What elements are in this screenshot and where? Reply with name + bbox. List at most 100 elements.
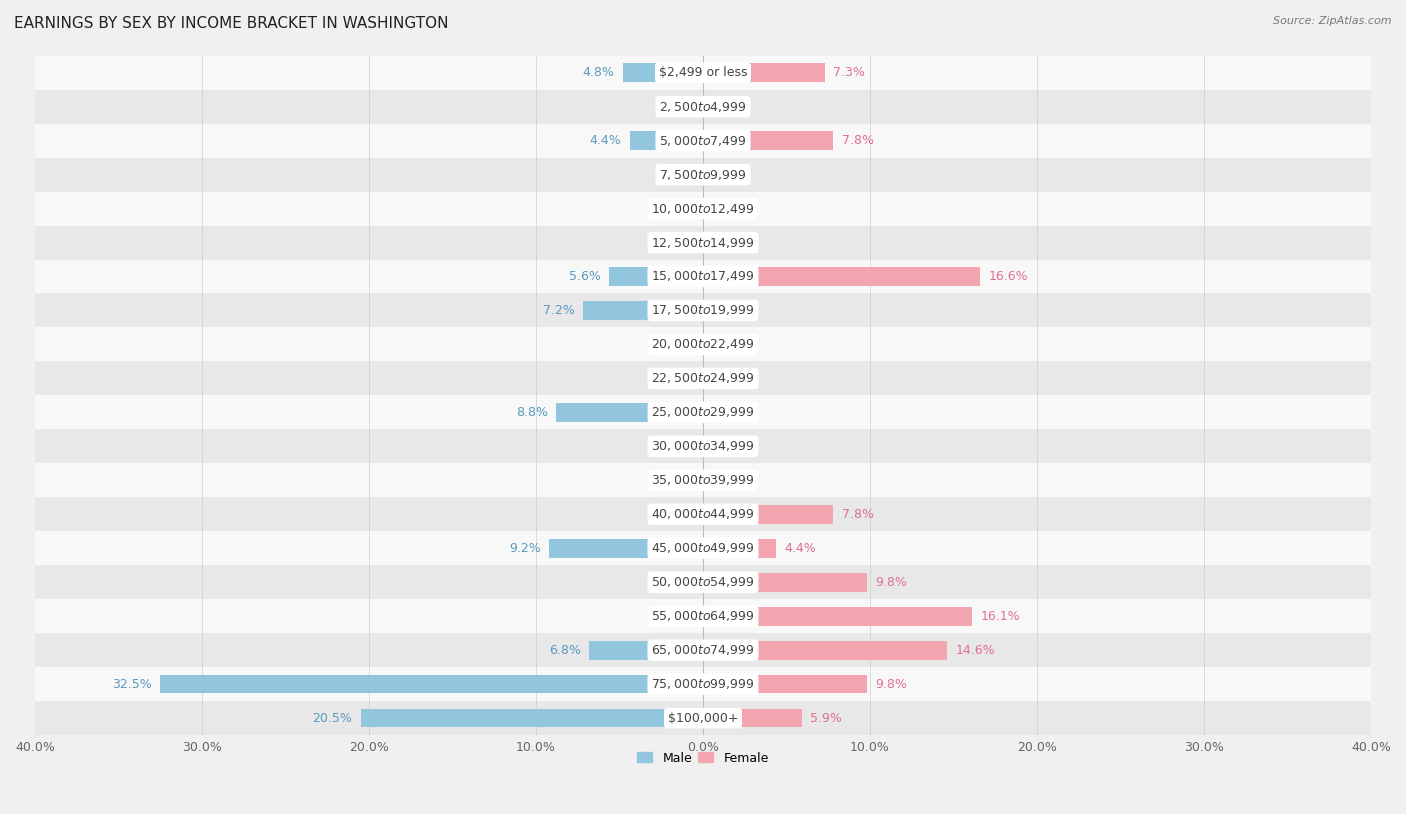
Text: $40,000 to $44,999: $40,000 to $44,999 [651, 507, 755, 521]
Text: 9.8%: 9.8% [875, 575, 907, 589]
Text: 7.8%: 7.8% [842, 508, 873, 521]
Text: 0.0%: 0.0% [711, 236, 744, 249]
Bar [35, 396, 1371, 429]
Text: 0.0%: 0.0% [662, 236, 695, 249]
Text: 0.0%: 0.0% [662, 440, 695, 453]
Text: 7.2%: 7.2% [543, 304, 575, 317]
Bar [35, 225, 1371, 260]
Bar [550, 539, 703, 558]
Text: 0.0%: 0.0% [711, 440, 744, 453]
Bar [703, 641, 946, 659]
Text: 0.0%: 0.0% [662, 168, 695, 181]
Text: $7,500 to $9,999: $7,500 to $9,999 [659, 168, 747, 182]
Text: $35,000 to $39,999: $35,000 to $39,999 [651, 473, 755, 488]
Text: $15,000 to $17,499: $15,000 to $17,499 [651, 269, 755, 283]
Bar [35, 361, 1371, 396]
Text: $17,500 to $19,999: $17,500 to $19,999 [651, 304, 755, 317]
Bar [35, 191, 1371, 225]
Bar [703, 573, 866, 592]
Text: $25,000 to $29,999: $25,000 to $29,999 [651, 405, 755, 419]
Bar [582, 301, 703, 320]
Text: 9.8%: 9.8% [875, 677, 907, 690]
Bar [703, 505, 834, 523]
Text: 9.2%: 9.2% [509, 542, 541, 555]
Text: 0.0%: 0.0% [662, 474, 695, 487]
Legend: Male, Female: Male, Female [633, 746, 773, 769]
Text: 0.0%: 0.0% [711, 304, 744, 317]
Bar [589, 641, 703, 659]
Text: 7.3%: 7.3% [834, 66, 865, 79]
Bar [623, 63, 703, 82]
Text: 0.0%: 0.0% [662, 338, 695, 351]
Text: $65,000 to $74,999: $65,000 to $74,999 [651, 643, 755, 657]
Bar [35, 90, 1371, 124]
Text: 0.0%: 0.0% [711, 202, 744, 215]
Text: 0.0%: 0.0% [662, 202, 695, 215]
Text: 0.0%: 0.0% [711, 338, 744, 351]
Bar [609, 267, 703, 286]
Text: 16.1%: 16.1% [980, 610, 1019, 623]
Bar [360, 709, 703, 728]
Text: $75,000 to $99,999: $75,000 to $99,999 [651, 677, 755, 691]
Text: 6.8%: 6.8% [550, 644, 581, 657]
Text: 5.9%: 5.9% [810, 711, 842, 724]
Bar [35, 55, 1371, 90]
Text: 20.5%: 20.5% [312, 711, 353, 724]
Text: 0.0%: 0.0% [711, 168, 744, 181]
Bar [160, 675, 703, 694]
Bar [35, 633, 1371, 667]
Text: 0.0%: 0.0% [662, 575, 695, 589]
Text: $55,000 to $64,999: $55,000 to $64,999 [651, 609, 755, 624]
Bar [630, 131, 703, 150]
Text: 0.0%: 0.0% [662, 372, 695, 385]
Bar [35, 701, 1371, 735]
Text: 16.6%: 16.6% [988, 270, 1028, 283]
Bar [703, 675, 866, 694]
Text: $50,000 to $54,999: $50,000 to $54,999 [651, 575, 755, 589]
Bar [35, 599, 1371, 633]
Bar [703, 267, 980, 286]
Bar [703, 131, 834, 150]
Text: $20,000 to $22,499: $20,000 to $22,499 [651, 338, 755, 352]
Bar [35, 497, 1371, 532]
Text: Source: ZipAtlas.com: Source: ZipAtlas.com [1274, 16, 1392, 26]
Text: 0.0%: 0.0% [711, 406, 744, 419]
Text: 0.0%: 0.0% [711, 474, 744, 487]
Text: $10,000 to $12,499: $10,000 to $12,499 [651, 202, 755, 216]
Text: 14.6%: 14.6% [955, 644, 995, 657]
Bar [35, 158, 1371, 191]
Bar [35, 327, 1371, 361]
Bar [35, 532, 1371, 565]
Text: $45,000 to $49,999: $45,000 to $49,999 [651, 541, 755, 555]
Text: 5.6%: 5.6% [569, 270, 602, 283]
Text: $5,000 to $7,499: $5,000 to $7,499 [659, 133, 747, 147]
Text: $2,499 or less: $2,499 or less [659, 66, 747, 79]
Bar [35, 124, 1371, 158]
Text: 4.8%: 4.8% [582, 66, 614, 79]
Text: 4.4%: 4.4% [589, 134, 621, 147]
Text: 0.0%: 0.0% [662, 610, 695, 623]
Text: $12,500 to $14,999: $12,500 to $14,999 [651, 235, 755, 250]
Bar [703, 63, 825, 82]
Text: 0.0%: 0.0% [662, 508, 695, 521]
Text: 32.5%: 32.5% [112, 677, 152, 690]
Text: $100,000+: $100,000+ [668, 711, 738, 724]
Text: $22,500 to $24,999: $22,500 to $24,999 [651, 371, 755, 385]
Bar [35, 463, 1371, 497]
Text: 0.0%: 0.0% [662, 100, 695, 113]
Text: 7.8%: 7.8% [842, 134, 873, 147]
Text: $2,500 to $4,999: $2,500 to $4,999 [659, 99, 747, 114]
Text: $30,000 to $34,999: $30,000 to $34,999 [651, 440, 755, 453]
Bar [703, 607, 972, 625]
Bar [555, 403, 703, 422]
Bar [35, 667, 1371, 701]
Bar [703, 539, 776, 558]
Bar [35, 429, 1371, 463]
Text: 4.4%: 4.4% [785, 542, 817, 555]
Bar [35, 260, 1371, 294]
Bar [703, 709, 801, 728]
Bar [35, 565, 1371, 599]
Text: 8.8%: 8.8% [516, 406, 548, 419]
Text: EARNINGS BY SEX BY INCOME BRACKET IN WASHINGTON: EARNINGS BY SEX BY INCOME BRACKET IN WAS… [14, 16, 449, 31]
Text: 0.0%: 0.0% [711, 372, 744, 385]
